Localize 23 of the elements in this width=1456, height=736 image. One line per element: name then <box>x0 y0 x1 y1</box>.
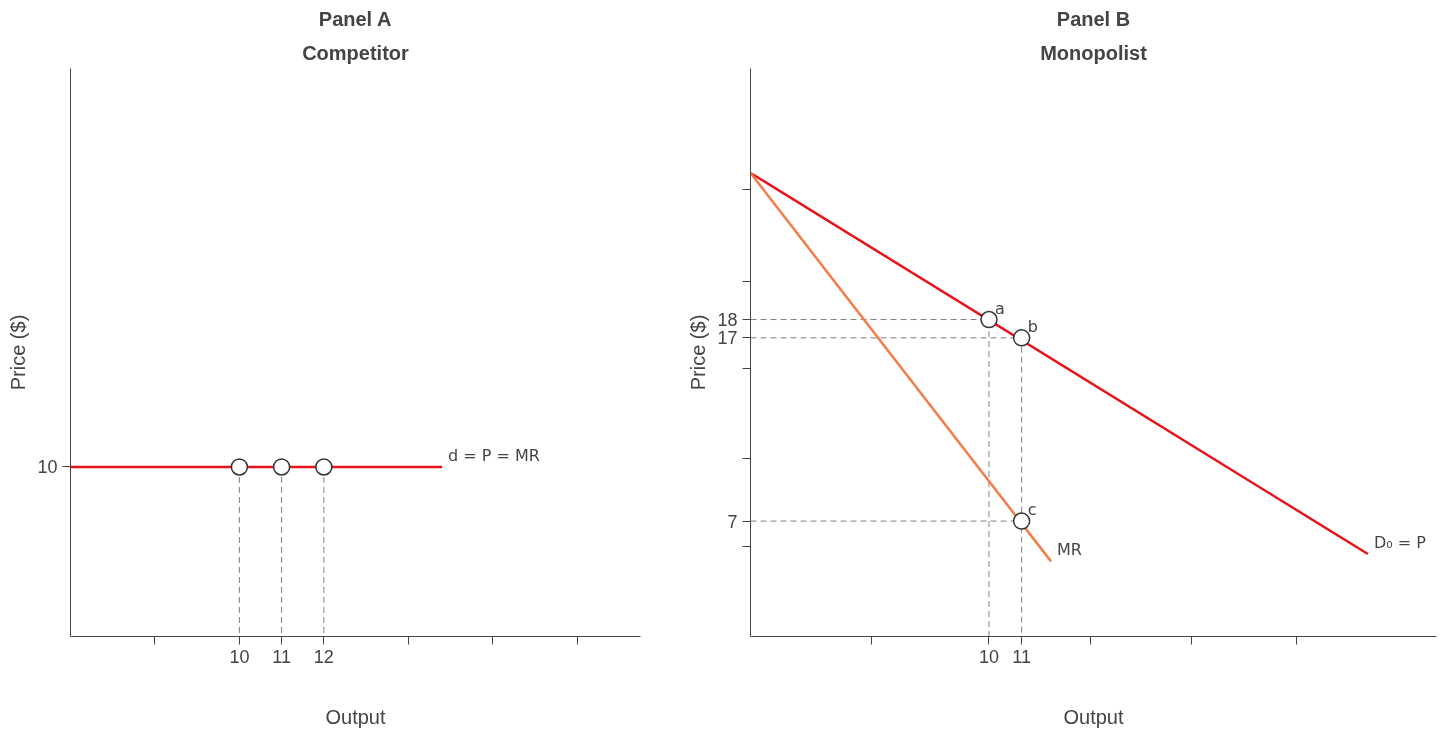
chart-title: Panel A <box>318 7 392 30</box>
x-axis-title: Output <box>325 705 386 728</box>
y-axis-title: Price ($) <box>7 314 30 391</box>
x-tick-label: 11 <box>1012 646 1031 667</box>
annotation: 10 <box>37 457 58 478</box>
annotation: c <box>1027 500 1037 520</box>
y-tick-label: 17 <box>717 328 738 349</box>
y-tick-label: 18 <box>717 310 738 331</box>
annotation: d = P = MR <box>448 445 540 465</box>
annotation: b <box>1027 316 1038 336</box>
annotation: a <box>994 298 1005 318</box>
chart-title: Panel B <box>1056 7 1131 30</box>
x-tick-label: 10 <box>978 646 999 667</box>
x-tick-label: 10 <box>229 646 250 667</box>
x-tick-label: 11 <box>272 646 291 667</box>
annotation: MR <box>1057 540 1082 560</box>
chart-subtitle: Monopolist <box>1040 41 1148 64</box>
annotation: D₀ = P <box>1373 533 1427 553</box>
x-tick-label: 12 <box>313 646 334 667</box>
x-axis-title: Output <box>1063 705 1124 728</box>
chart-subtitle: Competitor <box>302 41 410 64</box>
y-axis-title: Price ($) <box>687 314 710 391</box>
y-tick-label: 7 <box>727 511 738 532</box>
